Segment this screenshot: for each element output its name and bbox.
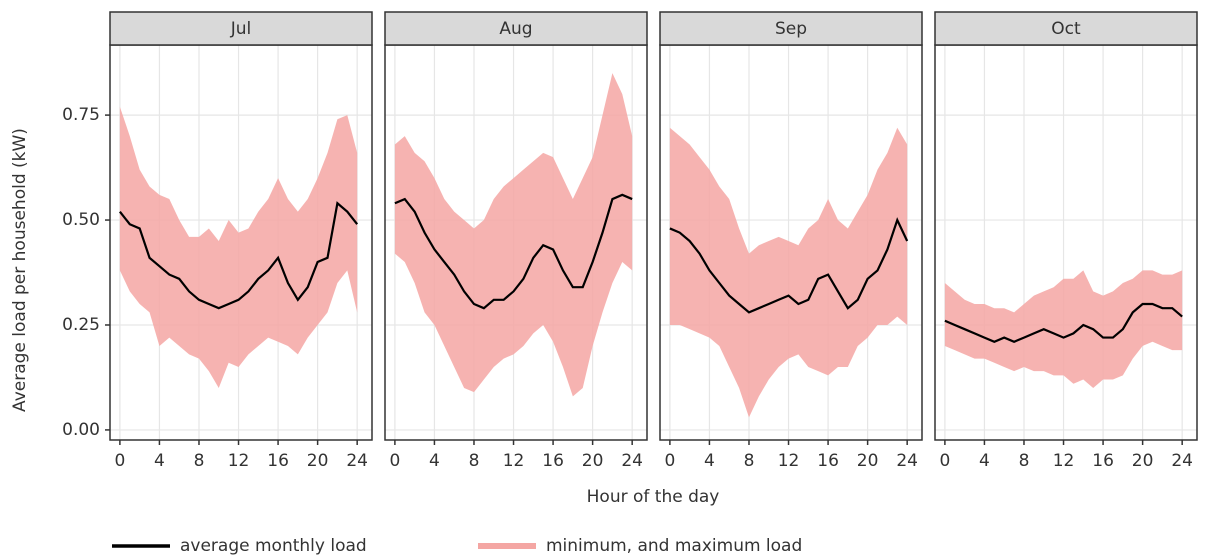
- x-tick-label: 12: [228, 451, 250, 471]
- y-tick-label: 0.75: [62, 105, 100, 125]
- x-tick-label: 20: [857, 451, 879, 471]
- x-tick-label: 8: [1019, 451, 1030, 471]
- legend-label: minimum, and maximum load: [546, 536, 802, 556]
- x-tick-label: 0: [939, 451, 950, 471]
- x-tick-label: 12: [778, 451, 800, 471]
- y-tick-label: 0.25: [62, 315, 100, 335]
- x-tick-label: 24: [621, 451, 643, 471]
- y-tick-label: 0.00: [62, 420, 100, 440]
- x-tick-label: 24: [1171, 451, 1193, 471]
- y-axis-label: Average load per household (kW): [10, 128, 30, 412]
- average-line: [944, 302, 1183, 343]
- min-max-band: [119, 106, 358, 388]
- x-tick-label: 20: [307, 451, 329, 471]
- average-line: [119, 201, 359, 310]
- x-tick-label: 4: [154, 451, 165, 471]
- x-tick-label: 8: [469, 451, 480, 471]
- x-tick-label: 16: [542, 451, 564, 471]
- average-line: [394, 193, 633, 310]
- legend-label: average monthly load: [180, 536, 367, 556]
- facet-title: Aug: [499, 19, 532, 39]
- facet-title: Oct: [1051, 19, 1081, 39]
- x-tick-label: 4: [704, 451, 715, 471]
- x-tick-label: 16: [817, 451, 839, 471]
- x-tick-label: 24: [896, 451, 918, 471]
- facet-strip: [659, 11, 923, 46]
- y-tick-label: 0.50: [62, 210, 100, 230]
- x-tick-label: 20: [1132, 451, 1154, 471]
- x-tick-label: 4: [979, 451, 990, 471]
- x-tick-label: 0: [664, 451, 675, 471]
- facet-strip: [384, 11, 648, 46]
- facet-title: Sep: [775, 19, 807, 39]
- x-tick-label: 12: [503, 451, 525, 471]
- x-tick-label: 16: [267, 451, 289, 471]
- x-tick-label: 4: [429, 451, 440, 471]
- x-tick-label: 24: [346, 451, 368, 471]
- min-max-band: [944, 270, 1183, 388]
- average-line: [669, 217, 909, 314]
- x-axis-label: Hour of the day: [587, 487, 720, 507]
- x-tick-label: 16: [1092, 451, 1114, 471]
- min-max-band: [669, 127, 908, 418]
- x-tick-label: 12: [1053, 451, 1075, 471]
- x-tick-label: 0: [114, 451, 125, 471]
- x-tick-label: 0: [389, 451, 400, 471]
- min-max-band: [394, 73, 633, 397]
- facet-title: Jul: [230, 19, 252, 39]
- x-tick-label: 8: [194, 451, 205, 471]
- x-tick-label: 8: [744, 451, 755, 471]
- panel-frame: [934, 44, 1198, 441]
- facet-strip: [934, 11, 1198, 46]
- facet-strip: [109, 11, 373, 46]
- x-tick-label: 20: [582, 451, 604, 471]
